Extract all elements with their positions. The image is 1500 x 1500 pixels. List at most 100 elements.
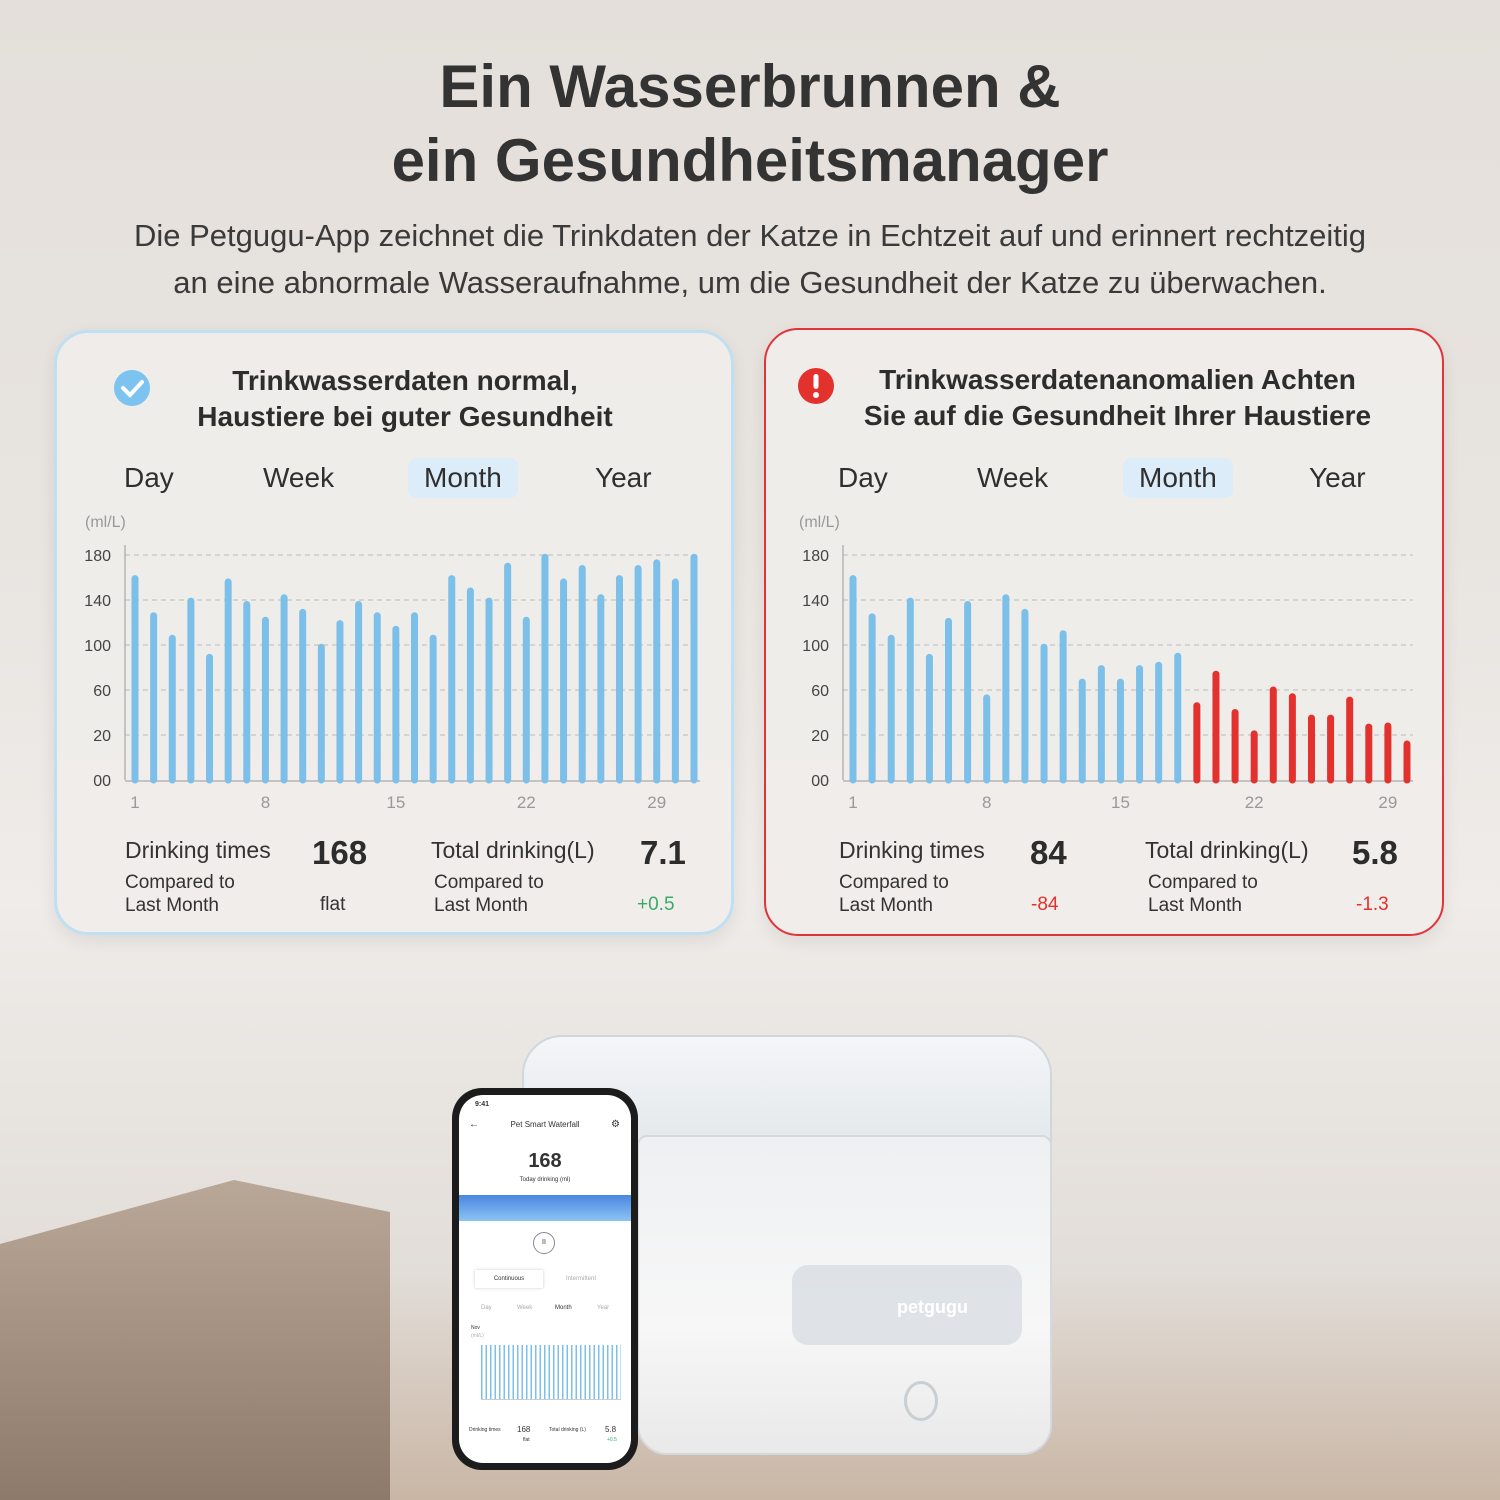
headline-line-1: Ein Wasserbrunnen & [439,53,1061,120]
drinking-times-label: Drinking times [125,837,271,863]
anomaly-data-card [764,328,1444,936]
y-tick-label: 00 [811,773,829,790]
subtitle-line-2: an eine abnormale Wasseraufnahme, um die… [173,265,1327,300]
card-title-line: Haustiere bei guter Gesundheit [197,401,613,432]
today-drinking-label: Today drinking (ml) [519,1177,571,1183]
phone-total-value: 5.8 [605,1425,617,1434]
x-tick-label: 15 [386,793,405,812]
compared-line: Compared to [434,872,544,893]
compared-line: Compared to [1148,872,1258,893]
x-tick-label: 29 [647,793,666,812]
compared-line: Compared to [839,872,949,893]
intermittent-mode-button[interactable]: Intermittent [565,1276,596,1282]
total-drinking-label: Total drinking(L) [1145,837,1309,863]
times-delta: -84 [1031,894,1059,915]
today-drinking-value: 168 [528,1150,562,1172]
y-tick-label: 100 [84,638,111,655]
y-tick-label: 60 [93,683,111,700]
card-title-line: Sie auf die Gesundheit Ihrer Haustiere [863,400,1372,431]
tab-week[interactable]: Week [263,462,335,493]
card-title-line: Trinkwasserdaten normal, [232,365,578,396]
tab-month[interactable]: Month [1123,458,1233,498]
x-tick-label: 1 [848,793,857,812]
phone-clock: 9:41 [475,1101,490,1108]
y-unit-label: (ml/L) [85,514,126,531]
times-delta: flat [320,894,346,915]
y-tick-label: 20 [811,728,829,745]
compared-label: Compared to Last Month [434,871,544,917]
y-tick-label: 100 [802,638,829,655]
cat-bed [0,1180,390,1500]
tab-year[interactable]: Year [1309,462,1366,493]
phone-total-label: Total drinking (L) [549,1427,586,1433]
total-drinking-label: Total drinking(L) [431,837,595,863]
phone-tab-year[interactable]: Year [597,1305,610,1311]
continuous-mode-button[interactable]: Continuous [475,1270,543,1288]
compared-line: Last Month [839,895,933,916]
phone-times-value: 168 [517,1425,531,1434]
x-tick-label: 8 [982,793,991,812]
headline: Ein Wasserbrunnen & ein Gesundheitsmanag… [0,50,1500,198]
normal-drinking-bar-chart: 00 20 60 100 140 180 1 8 15 22 29 [84,545,700,812]
x-tick-label: 15 [1111,793,1130,812]
phone-tab-day[interactable]: Day [481,1305,492,1311]
drinking-times-value: 168 [312,834,368,871]
y-tick-label: 140 [802,593,829,610]
card-title: Trinkwasserdaten normal, Haustiere bei g… [150,363,660,435]
y-tick-label: 180 [802,548,829,565]
water-wave [459,1195,631,1221]
x-tick-label: 29 [1378,793,1397,812]
tab-month[interactable]: Month [408,458,518,498]
compared-label: Compared to Last Month [1148,871,1258,917]
compared-line: Last Month [1148,895,1242,916]
phone-times-delta: flat [523,1437,530,1443]
phone-times-label: Drinking times [469,1427,501,1433]
subtitle-line-1: Die Petgugu-App zeichnet die Trinkdaten … [133,218,1367,253]
compared-line: Last Month [125,895,219,916]
x-tick-label: 8 [261,793,270,812]
compared-line: Last Month [434,895,528,916]
x-tick-label: 22 [517,793,536,812]
y-tick-label: 180 [84,548,111,565]
smartphone: 9:41 Pet Smart Waterfall ← ⚙ 168 Today d… [452,1088,638,1470]
tab-week[interactable]: Week [977,462,1049,493]
y-unit-label: (ml/L) [799,514,840,531]
brand-logo: petgugu [897,1297,968,1317]
subtitle: Die Petgugu-App zeichnet die Trinkdaten … [60,212,1440,306]
card-title-line: Trinkwasserdatenanomalien Achten [879,364,1356,395]
y-tick-label: 60 [811,683,829,700]
phone-unit-label: (ml/L) [471,1333,484,1339]
pause-button[interactable]: II [533,1232,555,1254]
anomaly-drinking-bar-chart: 00 20 60 100 140 180 1 8 15 22 29 [802,545,1413,812]
x-tick-label: 22 [1245,793,1264,812]
compared-label: Compared to Last Month [839,871,949,917]
phone-tab-month[interactable]: Month [555,1305,572,1311]
phone-app-title: Pet Smart Waterfall [510,1120,580,1129]
total-delta: -1.3 [1356,894,1389,915]
card-title: Trinkwasserdatenanomalien Achten Sie auf… [830,362,1405,434]
y-tick-label: 20 [93,728,111,745]
tab-day[interactable]: Day [124,462,174,493]
compared-line: Compared to [125,872,235,893]
water-tank-window [792,1265,1022,1345]
phone-mini-chart [481,1345,621,1400]
drinking-times-value: 84 [1030,834,1067,871]
back-arrow-icon[interactable]: ← [469,1119,479,1130]
exclamation-circle-icon [798,368,834,404]
tab-year[interactable]: Year [595,462,652,493]
phone-month-label: Nov [471,1325,480,1331]
x-tick-label: 1 [130,793,139,812]
tab-day[interactable]: Day [838,462,888,493]
power-button [904,1381,938,1421]
headline-line-2: ein Gesundheitsmanager [391,127,1109,194]
phone-tab-week[interactable]: Week [517,1305,533,1311]
check-circle-icon [114,370,150,406]
drinking-times-label: Drinking times [839,837,985,863]
compared-label: Compared to Last Month [125,871,235,917]
y-tick-label: 140 [84,593,111,610]
y-tick-label: 00 [93,773,111,790]
phone-total-delta: +0.5 [607,1437,617,1443]
phone-screen: 9:41 Pet Smart Waterfall ← ⚙ 168 Today d… [459,1095,631,1463]
total-drinking-value: 5.8 [1352,834,1398,871]
settings-icon[interactable]: ⚙ [611,1119,620,1130]
